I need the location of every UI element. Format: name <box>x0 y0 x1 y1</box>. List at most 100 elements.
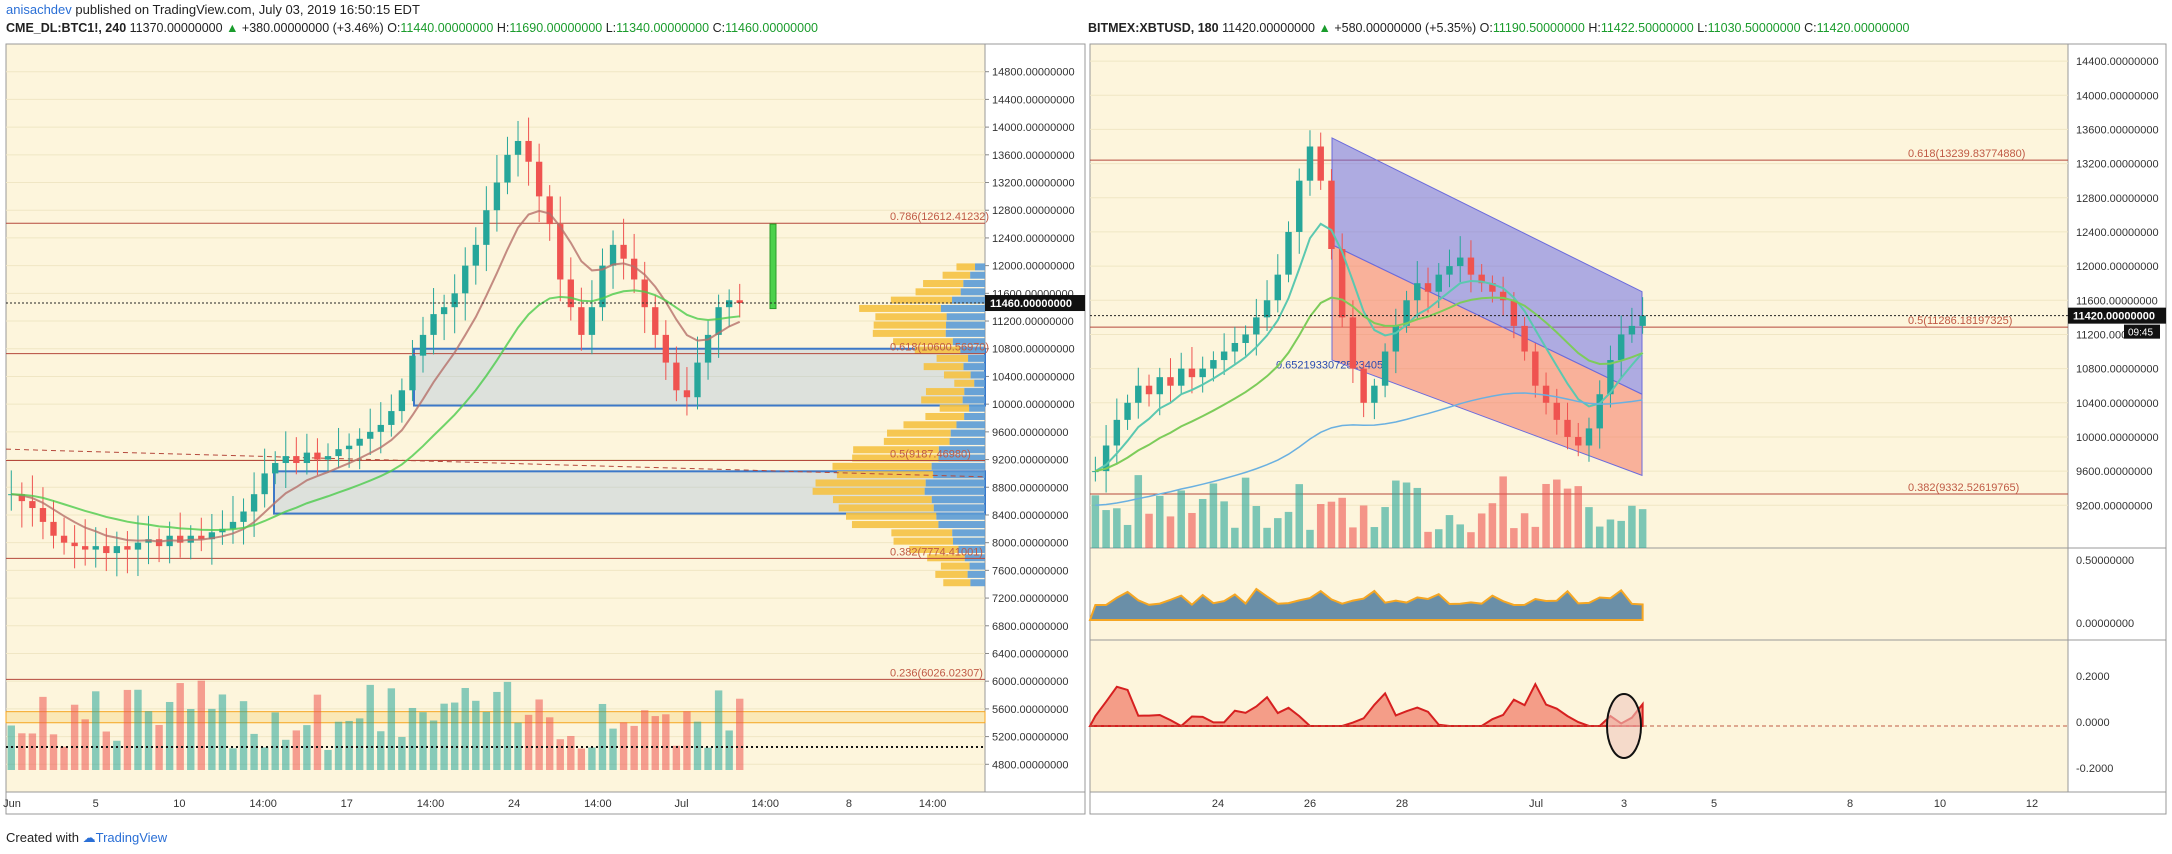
left-y-tick-label: 13200.00000000 <box>992 178 1075 190</box>
volume-bar <box>1370 527 1379 548</box>
volume-bar <box>165 701 174 770</box>
tradingview-brand[interactable]: TradingView <box>95 830 168 845</box>
left-x-tick-label: 5 <box>93 798 99 810</box>
left-y-tick-label: 6400.00000000 <box>992 648 1068 660</box>
volume-bar <box>672 745 681 770</box>
volume-bar <box>1606 519 1615 548</box>
volume-bar <box>1306 529 1314 548</box>
volume-profile-bar <box>936 512 985 520</box>
volume-bar <box>1327 501 1336 548</box>
volume-bar <box>1445 515 1454 548</box>
volume-bar <box>1220 501 1228 548</box>
volume-profile-bar <box>936 354 969 362</box>
right-l-label: L: <box>1697 21 1708 35</box>
candle-body <box>1585 428 1593 446</box>
volume-profile-bar <box>956 421 985 429</box>
right-symbol[interactable]: BITMEX:XBTUSD, 180 <box>1088 21 1219 35</box>
candle-body <box>1220 351 1228 361</box>
volume-bar <box>736 698 744 770</box>
volume-profile-bar <box>967 570 985 578</box>
right-y-tick-label: 13200.00000000 <box>2076 159 2159 171</box>
candle-body <box>1542 385 1550 403</box>
candle-body <box>377 424 384 432</box>
projection-bar <box>769 223 777 310</box>
volume-profile-bar <box>923 280 964 288</box>
left-l-label: L: <box>605 21 617 35</box>
candle-body <box>1328 180 1335 250</box>
candle-body <box>588 307 596 335</box>
author-link[interactable]: anisachdev <box>6 2 72 17</box>
volume-bar <box>176 683 184 770</box>
left-y-tick-label: 12400.00000000 <box>992 233 1075 245</box>
candle-body <box>1253 317 1260 335</box>
volume-profile-bar <box>939 404 970 412</box>
candle-body <box>314 452 321 460</box>
candle-body <box>113 546 121 554</box>
volume-bar <box>1241 477 1250 548</box>
left-y-tick-label: 7200.00000000 <box>992 593 1068 605</box>
volume-profile-bar <box>887 429 951 437</box>
right-price-axis <box>2067 43 2167 793</box>
right-x-tick-label: 12 <box>2026 798 2038 810</box>
volume-profile-bar <box>969 404 985 412</box>
right-close: 11420.00000000 <box>1816 21 1910 35</box>
volume-bar <box>641 710 649 770</box>
volume-profile-bar <box>964 554 985 562</box>
candle-body <box>578 307 585 335</box>
volume-bar <box>683 711 691 770</box>
volume-profile-bar <box>935 570 968 578</box>
right-y-tick-label: 12000.00000000 <box>2076 261 2159 273</box>
channel-ratio-label: 0.6521933072523405 <box>1276 360 1383 372</box>
left-symbol[interactable]: CME_DL:BTC1!, 240 <box>6 21 127 35</box>
right-c-label: C: <box>1804 21 1817 35</box>
right-x-tick-label: Jul <box>1529 798 1543 810</box>
right-high: 11422.50000000 <box>1600 21 1694 35</box>
volume-bar <box>345 720 353 770</box>
candle-body <box>504 154 511 183</box>
volume-profile-bar <box>924 487 985 495</box>
volume-bar <box>1413 487 1422 548</box>
candle-body <box>39 508 47 522</box>
volume-bar <box>81 719 89 770</box>
candle-body <box>557 224 564 280</box>
volume-bar <box>229 748 237 770</box>
volume-bar <box>366 684 374 770</box>
volume-profile-bar <box>915 288 961 296</box>
volume-bar <box>1295 484 1304 548</box>
candle-body <box>1596 394 1603 429</box>
highlight-ellipse <box>1606 693 1642 759</box>
volume-profile-bar <box>964 413 985 420</box>
volume-bar <box>282 739 290 770</box>
left-x-tick-label: 17 <box>341 798 353 810</box>
candle-body <box>1177 368 1185 386</box>
volume-profile-bar <box>836 471 934 479</box>
volume-profile-bar <box>914 346 961 354</box>
volume-bar <box>450 702 459 770</box>
volume-bar <box>1134 475 1143 548</box>
volume-bar <box>577 748 586 770</box>
candle-body <box>335 449 342 457</box>
candle-body <box>1510 300 1518 326</box>
volume-bar <box>1563 488 1572 548</box>
volume-profile-bar <box>921 396 963 404</box>
left-y-tick-label: 8000.00000000 <box>992 538 1068 550</box>
candle-body <box>1113 419 1121 446</box>
volume-bar <box>1520 513 1529 548</box>
candle-body <box>725 300 733 308</box>
candle-body <box>71 542 78 547</box>
candle-body <box>1210 360 1217 369</box>
candle-body <box>1456 257 1464 267</box>
right-y-tick-label: 9600.00000000 <box>2076 466 2152 478</box>
volume-bar <box>1488 503 1497 548</box>
volume-bar <box>461 687 469 770</box>
left-open: 11440.00000000 <box>400 21 494 35</box>
volume-bar <box>619 722 628 770</box>
volume-profile-bar <box>960 288 985 296</box>
fib-level-label: 0.618(10600.56970) <box>890 342 989 354</box>
volume-profile-bar <box>952 296 985 304</box>
candle-body <box>599 265 606 308</box>
volume-bar <box>1553 479 1561 548</box>
volume-bar <box>429 720 438 770</box>
volume-bar <box>377 731 385 770</box>
